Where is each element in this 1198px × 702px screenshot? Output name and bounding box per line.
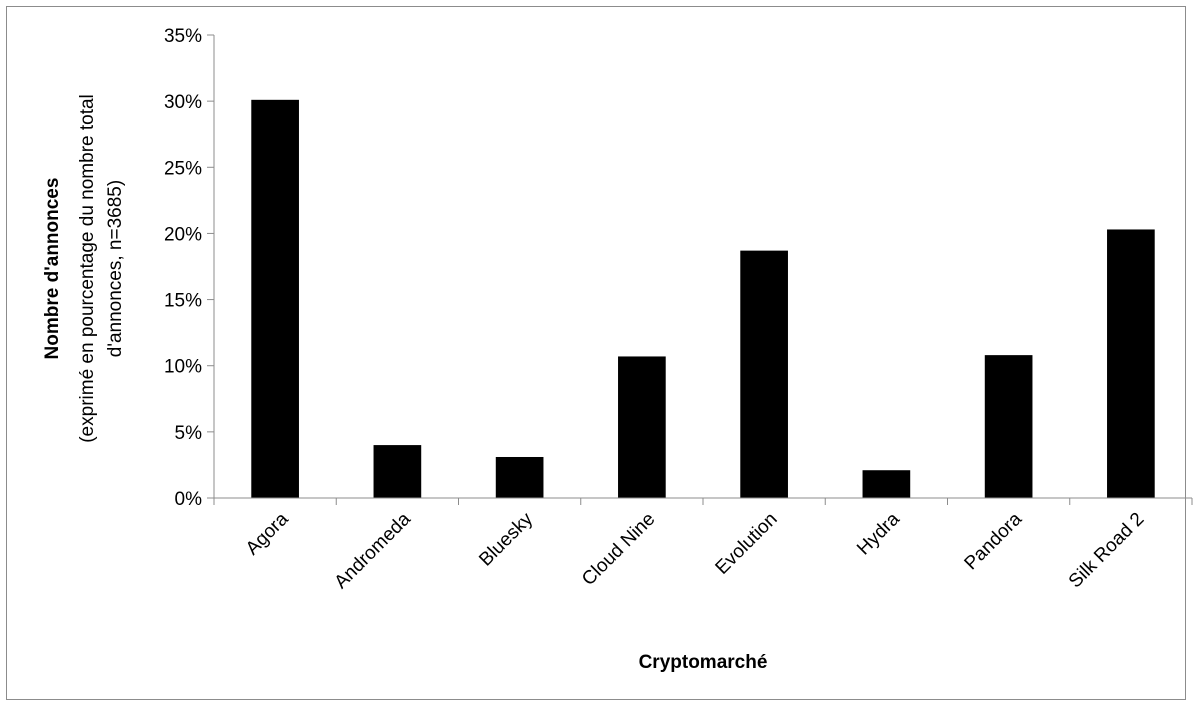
y-tick-label: 10% <box>164 357 202 378</box>
y-tick-label: 30% <box>164 92 202 113</box>
y-axis-title-main: Nombre d'annonces <box>42 178 63 360</box>
y-axis-title-sub-line-2: d'annonces, n=3685) <box>105 180 126 357</box>
bar-silk-road-2 <box>1107 229 1155 498</box>
bar-bluesky <box>495 456 544 498</box>
x-tick-label: Silk Road 2 <box>1065 509 1149 593</box>
y-tick-label: 0% <box>175 489 203 510</box>
x-tick-label: Hydra <box>853 508 904 559</box>
x-tick-label: Cloud Nine <box>578 509 659 590</box>
chart-frame <box>6 6 1186 700</box>
y-axis-title: Nombre d'annonces (exprimé en pourcentag… <box>42 94 126 443</box>
x-tick-label: Evolution <box>712 509 782 579</box>
y-axis: 0% 5% 10% 15% 20% 25% 30% 35% <box>164 26 215 510</box>
x-axis-title: Cryptomarché <box>639 652 768 673</box>
y-tick-label: 15% <box>164 291 202 312</box>
y-tick-label: 20% <box>164 224 202 245</box>
y-axis-title-sub-line-1: (exprimé en pourcentage du nombre total <box>77 94 98 443</box>
y-tick-label: 5% <box>175 423 203 444</box>
y-tick-label: 35% <box>164 26 202 47</box>
bar-agora <box>251 99 299 498</box>
x-tick-label: Agora <box>242 508 293 559</box>
x-tick-label: Andromeda <box>331 508 416 593</box>
bar-hydra <box>862 470 911 498</box>
x-axis: Agora Andromeda Bluesky Cloud Nine Evolution… <box>213 497 1193 593</box>
y-tick-label: 25% <box>164 158 202 179</box>
bars <box>251 99 1155 498</box>
x-tick-label: Bluesky <box>475 508 537 570</box>
bar-evolution <box>740 250 788 498</box>
bar-pandora <box>984 355 1033 498</box>
bar-cloud-nine <box>618 356 666 498</box>
bar-andromeda <box>373 445 422 498</box>
x-tick-label: Pandora <box>961 508 1027 574</box>
